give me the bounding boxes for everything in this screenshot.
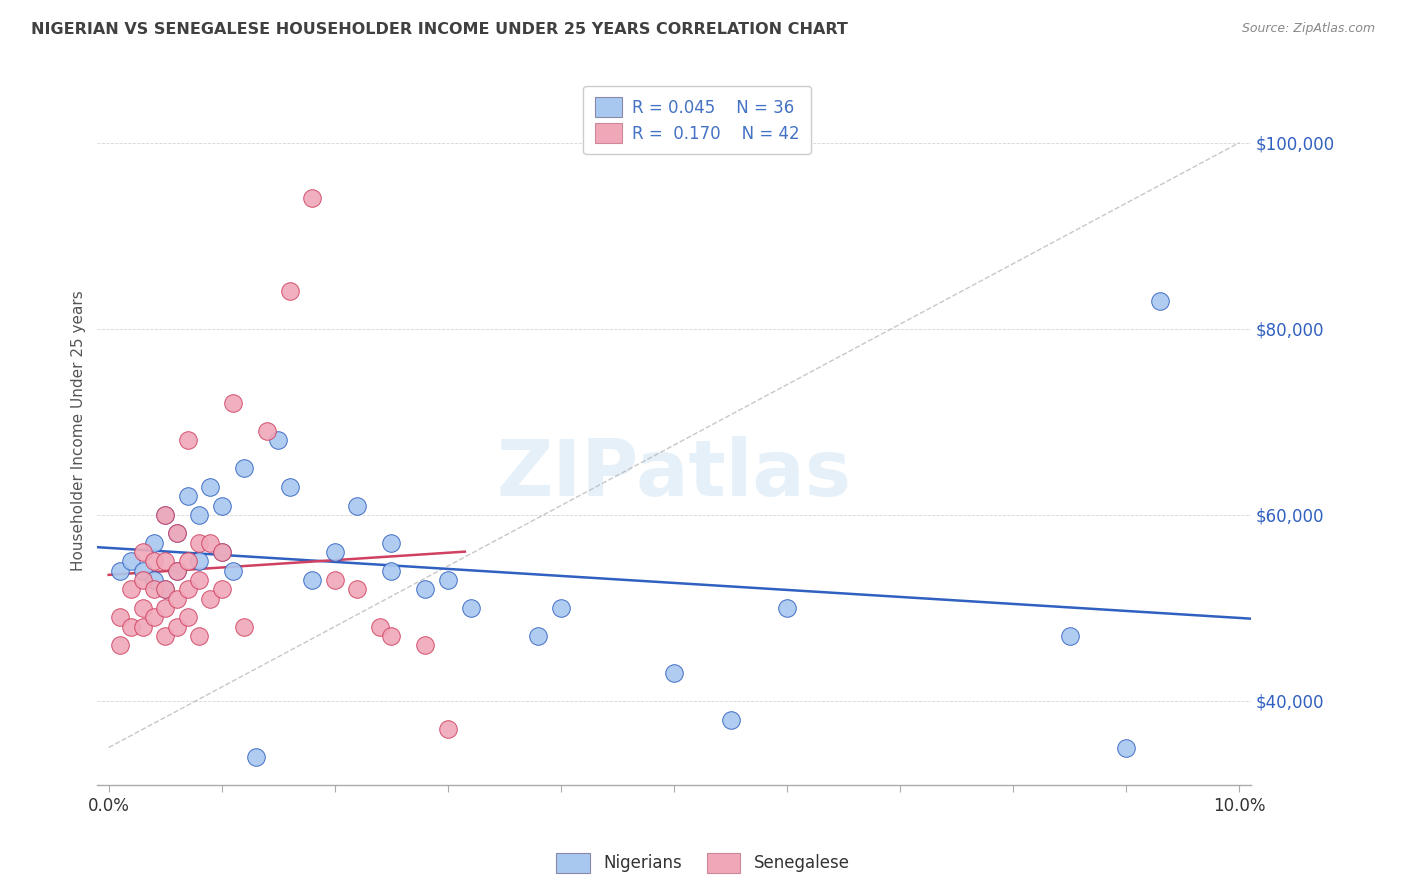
Point — [200, 535, 222, 549]
Point — [267, 434, 290, 448]
Point — [142, 573, 165, 587]
Point — [188, 535, 211, 549]
Point — [188, 573, 211, 587]
Point — [177, 489, 200, 503]
Point — [188, 508, 211, 522]
Legend: Nigerians, Senegalese: Nigerians, Senegalese — [550, 847, 856, 880]
Point — [142, 554, 165, 568]
Point — [188, 629, 211, 643]
Point — [380, 564, 402, 578]
Point — [177, 582, 200, 597]
Point — [166, 526, 188, 541]
Point — [142, 582, 165, 597]
Point — [120, 554, 142, 568]
Point — [1149, 293, 1171, 308]
Point — [153, 582, 176, 597]
Point — [323, 545, 346, 559]
Point — [662, 666, 685, 681]
Point — [200, 591, 222, 606]
Point — [120, 619, 142, 633]
Point — [437, 722, 460, 736]
Point — [413, 638, 436, 652]
Point — [245, 749, 267, 764]
Point — [166, 619, 188, 633]
Point — [437, 573, 460, 587]
Point — [153, 508, 176, 522]
Point — [380, 629, 402, 643]
Point — [200, 480, 222, 494]
Point — [413, 582, 436, 597]
Point — [346, 499, 368, 513]
Point — [278, 480, 301, 494]
Point — [166, 591, 188, 606]
Point — [1115, 740, 1137, 755]
Point — [177, 610, 200, 624]
Text: NIGERIAN VS SENEGALESE HOUSEHOLDER INCOME UNDER 25 YEARS CORRELATION CHART: NIGERIAN VS SENEGALESE HOUSEHOLDER INCOM… — [31, 22, 848, 37]
Point — [108, 610, 131, 624]
Point — [131, 619, 153, 633]
Point — [776, 601, 799, 615]
Point — [108, 564, 131, 578]
Y-axis label: Householder Income Under 25 years: Householder Income Under 25 years — [72, 291, 86, 572]
Point — [153, 508, 176, 522]
Point — [233, 619, 256, 633]
Point — [346, 582, 368, 597]
Point — [278, 285, 301, 299]
Point — [131, 564, 153, 578]
Point — [153, 629, 176, 643]
Point — [211, 545, 233, 559]
Point — [153, 601, 176, 615]
Point — [211, 582, 233, 597]
Point — [120, 582, 142, 597]
Point — [211, 499, 233, 513]
Point — [142, 610, 165, 624]
Point — [166, 564, 188, 578]
Point — [720, 713, 742, 727]
Point — [527, 629, 550, 643]
Point — [256, 424, 278, 438]
Point — [153, 582, 176, 597]
Point — [222, 564, 245, 578]
Text: ZIPatlas: ZIPatlas — [496, 435, 852, 511]
Point — [368, 619, 391, 633]
Point — [131, 545, 153, 559]
Point — [188, 554, 211, 568]
Point — [233, 461, 256, 475]
Text: Source: ZipAtlas.com: Source: ZipAtlas.com — [1241, 22, 1375, 36]
Point — [166, 564, 188, 578]
Point — [460, 601, 482, 615]
Point — [1059, 629, 1081, 643]
Point — [323, 573, 346, 587]
Point — [166, 526, 188, 541]
Point — [177, 554, 200, 568]
Point — [131, 573, 153, 587]
Point — [380, 535, 402, 549]
Point — [301, 191, 323, 205]
Point — [301, 573, 323, 587]
Point — [177, 434, 200, 448]
Legend: R = 0.045    N = 36, R =  0.170    N = 42: R = 0.045 N = 36, R = 0.170 N = 42 — [583, 86, 811, 154]
Point — [142, 535, 165, 549]
Point — [153, 554, 176, 568]
Point — [222, 396, 245, 410]
Point — [108, 638, 131, 652]
Point — [550, 601, 572, 615]
Point — [211, 545, 233, 559]
Point — [131, 601, 153, 615]
